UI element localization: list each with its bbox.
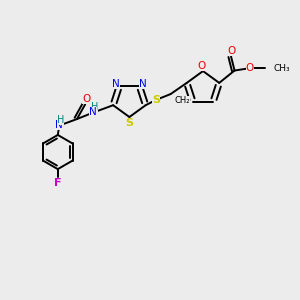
Text: CH₃: CH₃ (273, 64, 290, 73)
Text: N: N (55, 120, 62, 130)
Text: H: H (57, 115, 64, 125)
Text: H: H (91, 102, 98, 112)
Text: S: S (125, 118, 134, 128)
Text: O: O (227, 46, 235, 56)
Text: N: N (89, 107, 96, 117)
Text: CH₂: CH₂ (174, 96, 190, 105)
Text: N: N (139, 79, 147, 89)
Text: O: O (197, 61, 206, 71)
Text: N: N (112, 79, 120, 89)
Text: O: O (246, 63, 254, 73)
Text: O: O (82, 94, 91, 104)
Text: S: S (152, 95, 160, 105)
Text: F: F (54, 178, 62, 188)
